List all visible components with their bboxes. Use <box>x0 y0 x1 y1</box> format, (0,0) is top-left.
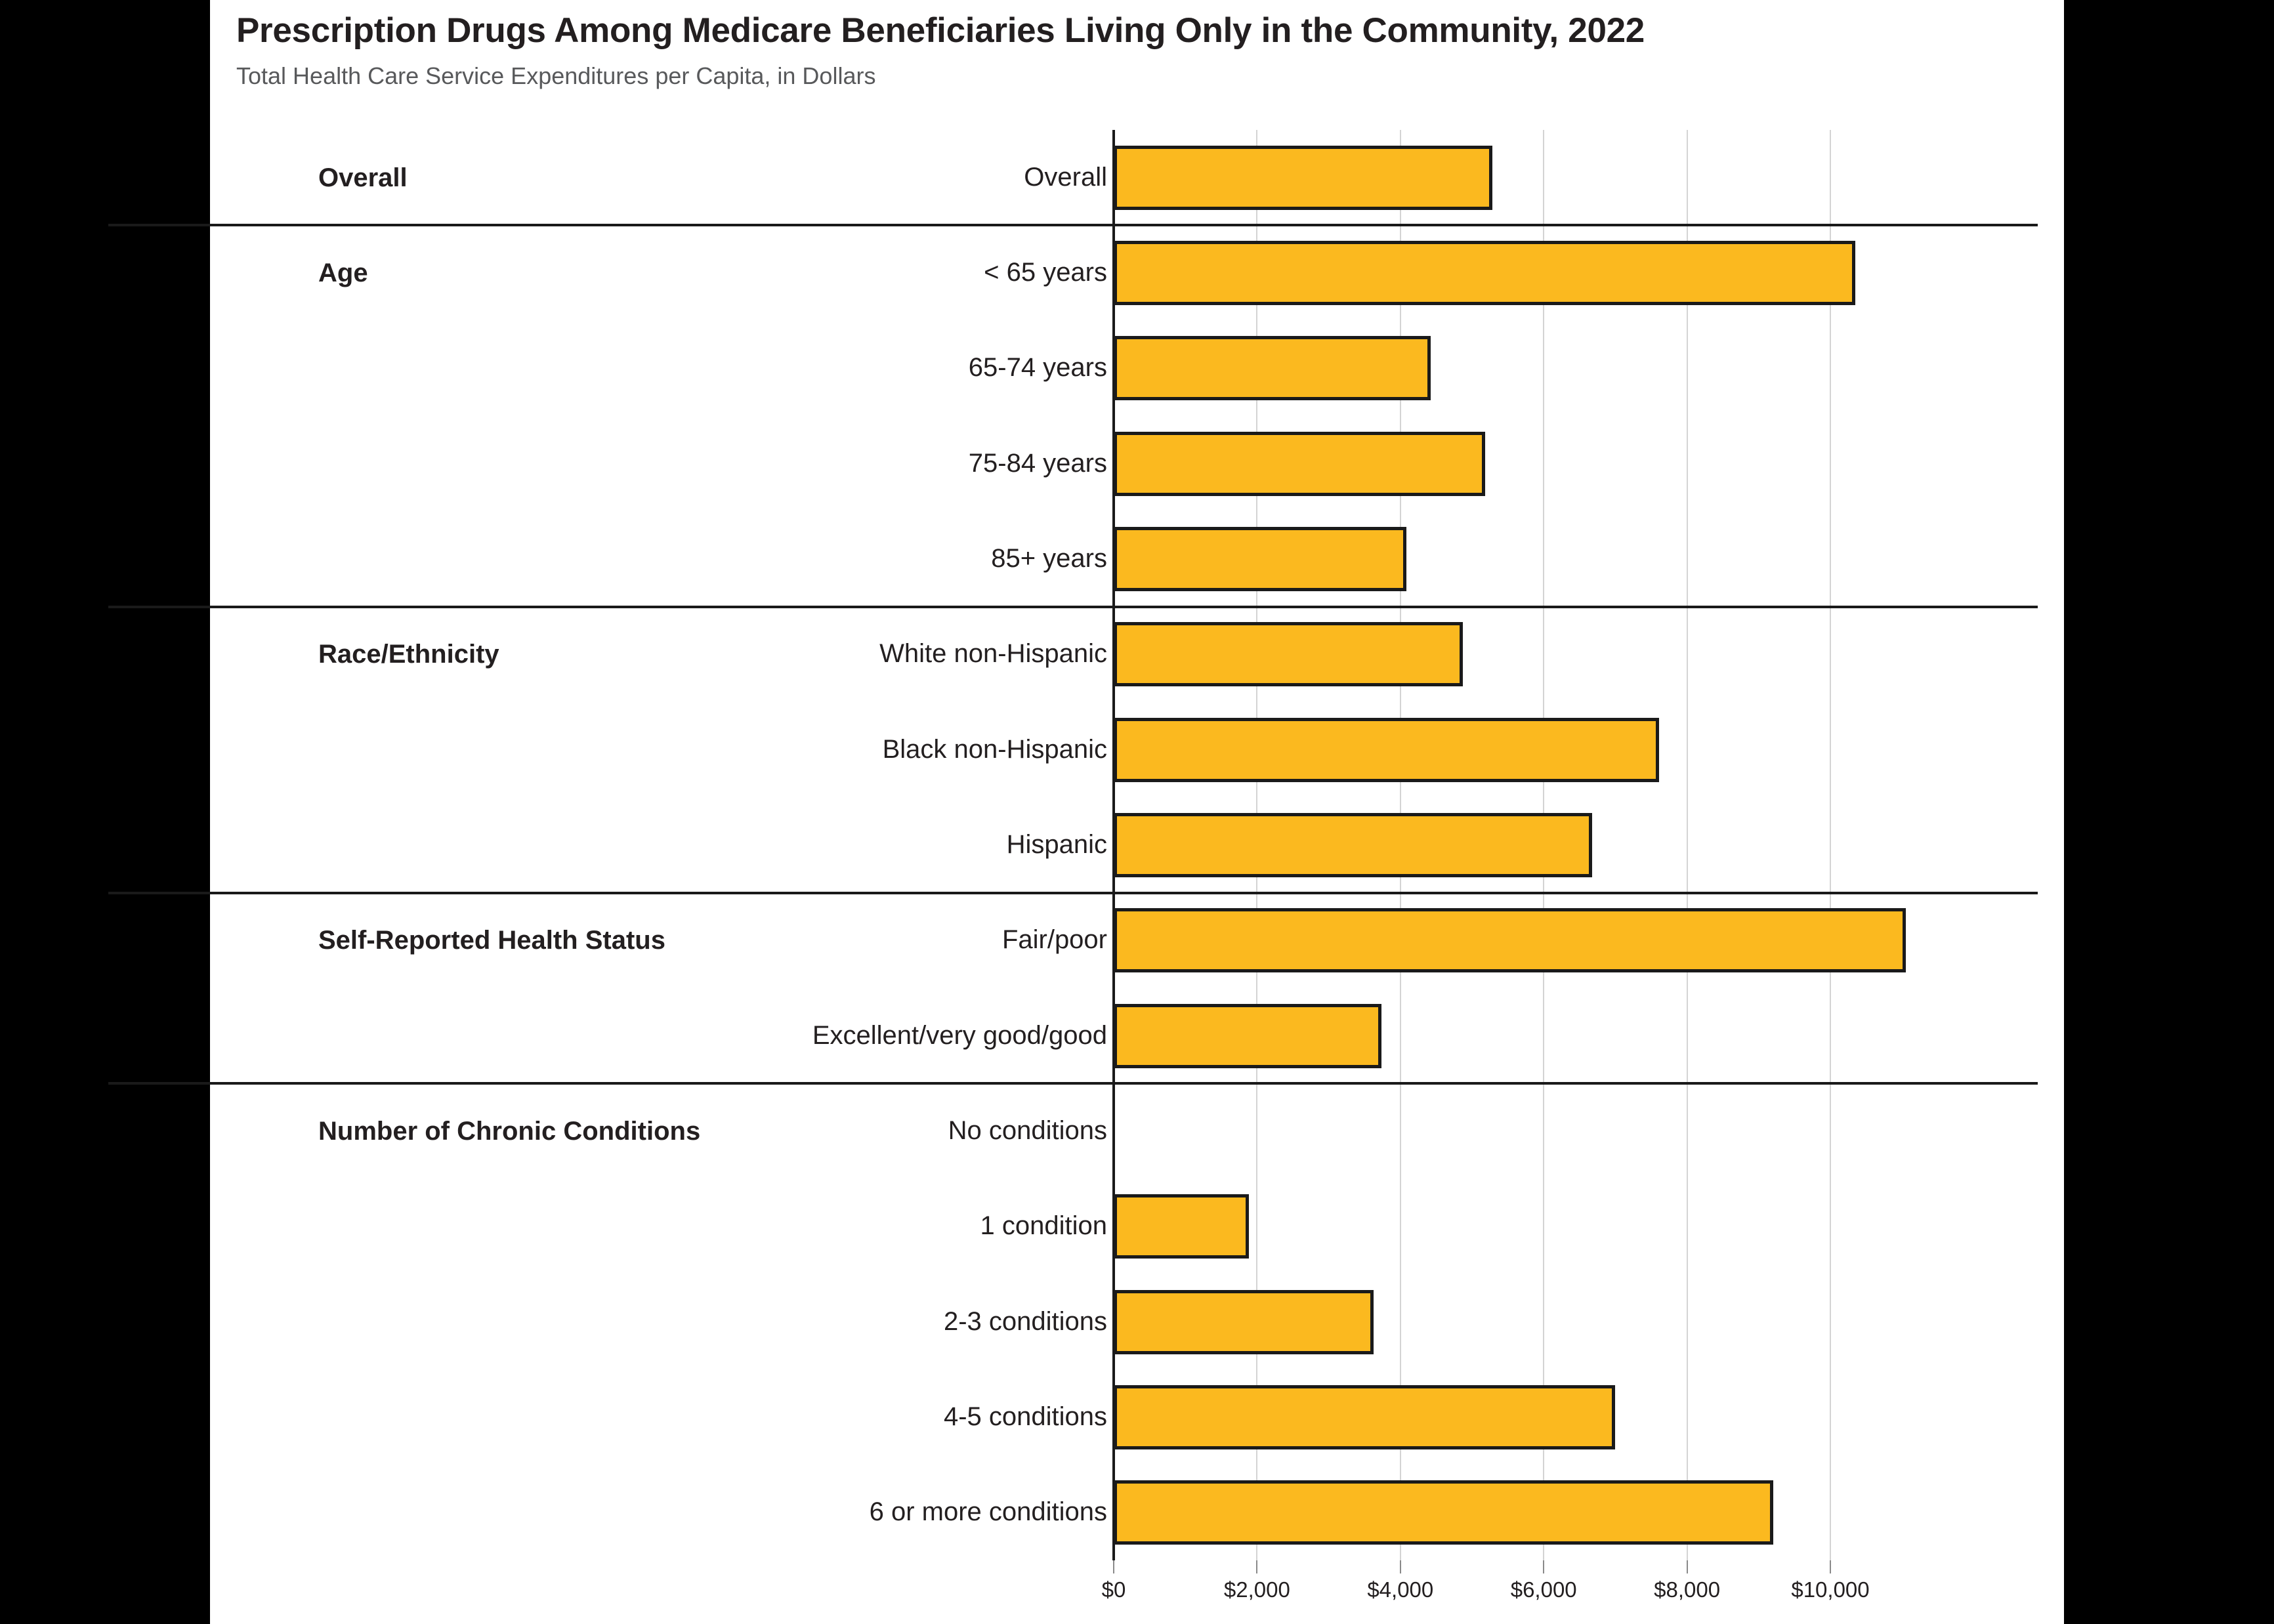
x-axis-tick <box>1256 1560 1258 1573</box>
bar <box>1114 813 1593 877</box>
chart-card: Prescription Drugs Among Medicare Benefi… <box>108 0 2064 1624</box>
category-label: White non-Hispanic <box>879 639 1107 669</box>
category-label: 65-74 years <box>968 353 1107 383</box>
group-label-overall: Overall <box>318 163 408 192</box>
category-label: 85+ years <box>991 544 1107 573</box>
bar <box>1114 431 1485 496</box>
bar <box>1114 908 1906 973</box>
group-label-self-reported-health-status: Self-Reported Health Status <box>318 926 665 955</box>
category-label: Black non-Hispanic <box>882 734 1107 764</box>
x-axis-tick-label: $6,000 <box>1510 1577 1577 1602</box>
x-axis-tick-label: $8,000 <box>1654 1577 1721 1602</box>
category-label: 2-3 conditions <box>943 1306 1107 1336</box>
x-axis-tick <box>1686 1560 1688 1573</box>
bar <box>1114 336 1431 401</box>
x-axis-tick <box>1543 1560 1545 1573</box>
category-label: Overall <box>1024 162 1107 192</box>
bar <box>1114 717 1659 782</box>
bar <box>1114 622 1463 687</box>
bar <box>1114 1289 1374 1354</box>
x-axis-tick-label: $2,000 <box>1223 1577 1290 1602</box>
gridline <box>1686 130 1688 1560</box>
plot-area: $0 $2,000 $4,000 $6,000 $8,000 $10,000 Overall… <box>108 0 2064 1624</box>
group-separator <box>108 891 2038 894</box>
bar <box>1114 1480 1773 1545</box>
category-label: < 65 years <box>984 258 1107 287</box>
gridline <box>1830 130 1831 1560</box>
category-label: 1 condition <box>980 1211 1107 1241</box>
chart-subtitle: Total Health Care Service Expenditures p… <box>236 62 876 89</box>
category-label: Hispanic <box>1006 830 1107 859</box>
category-label: Excellent/very good/good <box>812 1020 1107 1050</box>
x-axis-tick <box>1830 1560 1831 1573</box>
category-label: 4-5 conditions <box>943 1402 1107 1431</box>
category-label: 75-84 years <box>968 448 1107 478</box>
category-label: Fair/poor <box>1001 925 1107 955</box>
group-separator <box>108 1082 2038 1085</box>
bar <box>1114 1003 1382 1068</box>
group-separator <box>108 224 2038 227</box>
bar <box>1114 527 1406 591</box>
group-label-race-ethnicity: Race/Ethnicity <box>318 640 499 669</box>
group-label-number-of-chronic-conditions: Number of Chronic Conditions <box>318 1117 701 1146</box>
group-label-age: Age <box>318 259 368 287</box>
bar <box>1114 1194 1250 1259</box>
x-axis-tick <box>1113 1560 1114 1573</box>
chart-title: Prescription Drugs Among Medicare Benefi… <box>236 11 1645 50</box>
bar <box>1114 145 1492 210</box>
group-separator <box>108 605 2038 608</box>
category-label: 6 or more conditions <box>869 1497 1107 1527</box>
x-axis-tick <box>1399 1560 1401 1573</box>
x-axis-tick-label: $0 <box>1101 1577 1126 1602</box>
x-axis-tick-label: $10,000 <box>1791 1577 1870 1602</box>
bar <box>1114 241 1856 305</box>
bar <box>1114 1385 1616 1449</box>
category-label: No conditions <box>948 1116 1107 1145</box>
x-axis-tick-label: $4,000 <box>1367 1577 1434 1602</box>
